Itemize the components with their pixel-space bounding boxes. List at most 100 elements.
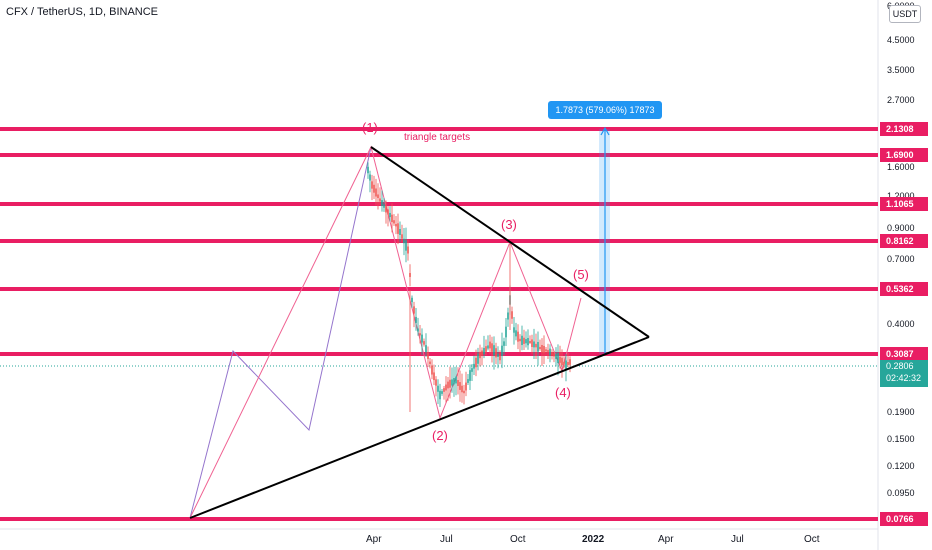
candle-body xyxy=(467,379,469,383)
candle-body xyxy=(561,357,563,366)
candle-body xyxy=(437,385,439,392)
candle-body xyxy=(527,337,529,346)
candle-body xyxy=(461,385,463,393)
candle-body xyxy=(407,246,409,254)
candle-body xyxy=(555,354,557,359)
candle-body xyxy=(487,345,489,349)
wave-label-1: (1) xyxy=(362,120,378,135)
price-tick: 1.6000 xyxy=(887,162,915,172)
price-tick: 0.1200 xyxy=(887,461,915,471)
candle-body xyxy=(551,352,553,355)
candle-body xyxy=(565,360,567,370)
candle-body xyxy=(445,384,447,391)
bar-countdown: 02:42:32 xyxy=(886,373,922,383)
candle-body xyxy=(443,388,445,392)
candle-body xyxy=(469,370,471,381)
candle-body xyxy=(383,204,385,208)
candle-body xyxy=(489,341,491,349)
purple-wave-path[interactable] xyxy=(189,146,372,519)
target-lines[interactable] xyxy=(0,127,878,521)
candle-body xyxy=(529,340,531,344)
candle-body xyxy=(493,345,495,356)
candle-body xyxy=(535,343,537,348)
candle-body xyxy=(475,357,477,368)
price-tick: 3.5000 xyxy=(887,65,915,75)
target-price-label: 1.6900 xyxy=(886,150,914,160)
candle-body xyxy=(533,341,535,348)
candle-body xyxy=(479,351,481,359)
price-tick: 0.7000 xyxy=(887,254,915,264)
candle-body xyxy=(477,353,479,364)
candle-body xyxy=(559,356,561,363)
price-tick: 0.1500 xyxy=(887,434,915,444)
triangle-pattern[interactable] xyxy=(189,146,650,519)
price-tick: 1.2000 xyxy=(887,191,915,201)
wave-label-4: (4) xyxy=(555,385,571,400)
candle-body xyxy=(411,297,413,303)
target-price-label: 0.0766 xyxy=(886,514,914,524)
candle-body xyxy=(449,379,451,388)
candle-body xyxy=(453,378,455,385)
annotation-triangle-targets: triangle targets xyxy=(404,132,470,143)
price-tick: 0.9000 xyxy=(887,223,915,233)
price-tick: 2.7000 xyxy=(887,95,915,105)
target-price-label: 0.3087 xyxy=(886,349,914,359)
pink-wave-path[interactable] xyxy=(189,145,582,519)
candle-body xyxy=(415,316,417,324)
target-price-label: 0.5362 xyxy=(886,284,914,294)
time-tick: 2022 xyxy=(582,534,605,545)
candle-body xyxy=(387,209,389,215)
price-tick: 0.4000 xyxy=(887,319,915,329)
candle-body xyxy=(395,223,397,227)
candle-body xyxy=(369,174,371,181)
candle-body xyxy=(429,361,431,365)
candle-body xyxy=(523,337,525,344)
candle-body xyxy=(425,345,427,352)
candle-body xyxy=(497,353,499,358)
candle-body xyxy=(419,333,421,336)
candle-body xyxy=(399,229,401,235)
candlestick-series[interactable] xyxy=(367,162,571,412)
candle-body xyxy=(389,212,391,218)
candle-body xyxy=(483,347,485,355)
candle-body xyxy=(405,240,407,251)
time-tick: Oct xyxy=(804,534,820,545)
candle-body xyxy=(515,330,517,337)
candle-body xyxy=(553,353,555,357)
upper-trendline[interactable] xyxy=(370,146,650,338)
candle-body xyxy=(379,198,381,202)
candle-body xyxy=(539,346,541,350)
candle-body xyxy=(393,220,395,224)
candle-body xyxy=(431,365,433,375)
time-tick: Apr xyxy=(366,534,382,545)
symbol-title[interactable]: CFX / TetherUS, 1D, BINANCE xyxy=(6,6,159,18)
candle-body xyxy=(495,348,497,358)
candle-body xyxy=(507,312,509,320)
currency-badge[interactable]: USDT xyxy=(889,5,921,23)
candle-body xyxy=(543,345,545,354)
candle-body xyxy=(549,348,551,356)
candle-body xyxy=(481,350,483,356)
measure-label: 1.7873 (579.06%) 17873 xyxy=(548,101,662,119)
target-price-label: 2.1308 xyxy=(886,124,914,134)
candle-body xyxy=(491,343,493,352)
price-tick: 0.0950 xyxy=(887,488,915,498)
current-price-label: 0.2806 02:42:32 xyxy=(880,360,928,387)
candle-body xyxy=(439,390,441,400)
candle-body xyxy=(505,326,507,338)
candle-body xyxy=(375,188,377,197)
candle-body xyxy=(441,391,443,394)
target-price-label: 1.1065 xyxy=(886,199,914,209)
target-price-label: 0.8162 xyxy=(886,236,914,246)
candle-body xyxy=(401,234,403,239)
candle-body xyxy=(371,181,373,189)
candle-body xyxy=(367,166,369,174)
candle-body xyxy=(465,382,467,391)
time-axis[interactable]: Apr Jul Oct 2022 Apr Jul Oct xyxy=(366,534,820,545)
candle-body xyxy=(385,205,387,213)
candle-body xyxy=(511,311,513,319)
lower-trendline[interactable] xyxy=(189,336,650,519)
candle-body xyxy=(569,359,571,365)
